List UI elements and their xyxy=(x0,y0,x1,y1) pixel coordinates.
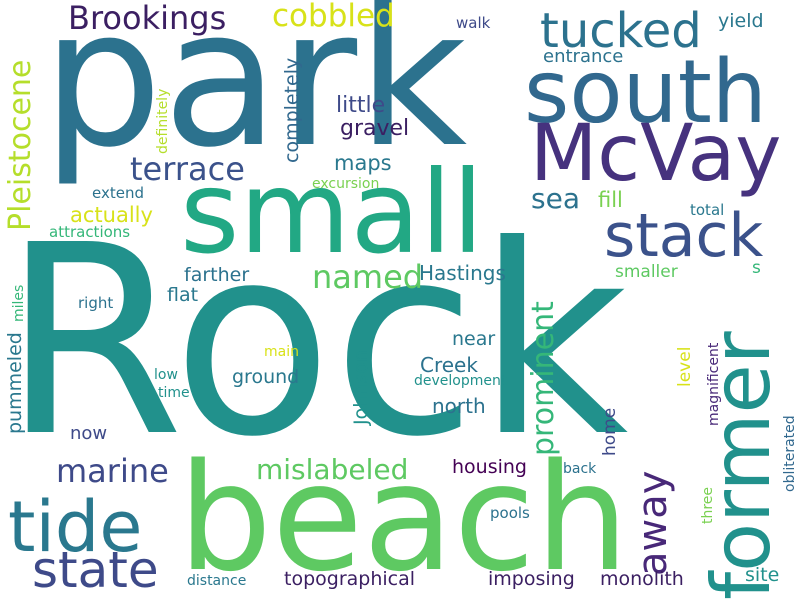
word-main: main xyxy=(264,344,299,360)
word-pleistocene: Pleistocene xyxy=(3,59,38,231)
word-prominent: prominent xyxy=(526,301,561,456)
word-three: three xyxy=(700,486,716,524)
word-completely: completely xyxy=(281,57,303,163)
word-farther: farther xyxy=(184,264,250,286)
word-definitely: definitely xyxy=(155,88,171,154)
word-imposing: imposing xyxy=(488,568,575,590)
word-monolith: monolith xyxy=(600,568,684,590)
word-named: named xyxy=(312,258,424,296)
word-tucked: tucked xyxy=(540,3,702,59)
word-excursion: excursion xyxy=(312,176,380,192)
word-smaller: smaller xyxy=(615,262,678,282)
word-back: back xyxy=(563,461,597,477)
word-fill: fill xyxy=(598,188,623,212)
word-cobbled: cobbled xyxy=(272,0,395,34)
word-rock: Rock xyxy=(2,189,629,494)
word-pools: pools xyxy=(490,504,530,522)
word-sea: sea xyxy=(531,182,580,215)
word-attractions: attractions xyxy=(49,223,131,241)
word-site: site xyxy=(745,564,780,586)
word-extend: extend xyxy=(92,184,144,202)
word-mcvay: McVay xyxy=(530,109,782,199)
word-low: low xyxy=(154,367,178,383)
word-little: little xyxy=(336,93,386,118)
word-creek: Creek xyxy=(420,353,478,377)
word-south: south xyxy=(524,41,767,143)
word-time: time xyxy=(158,385,190,401)
word-development: development xyxy=(414,373,507,389)
word-miles: miles xyxy=(11,284,27,322)
word-magnificent: magnificent xyxy=(706,342,722,426)
word-flat: flat xyxy=(167,284,199,306)
word-state: state xyxy=(32,541,159,599)
word-ground: ground xyxy=(232,366,300,388)
word-home: home xyxy=(600,407,620,456)
word-mislabeled: mislabeled xyxy=(256,453,409,486)
word-actually: actually xyxy=(70,203,153,227)
word-small: small xyxy=(180,146,484,279)
word-obliterated: obliterated xyxy=(782,415,798,492)
word-johnson: Johnson xyxy=(350,350,372,425)
word-distance: distance xyxy=(187,573,247,589)
word-entrance: entrance xyxy=(543,46,624,67)
word-housing: housing xyxy=(452,456,527,478)
word-north: north xyxy=(432,394,486,418)
word-gravel: gravel xyxy=(340,116,410,141)
word-s: s xyxy=(752,258,761,278)
word-topographical: topographical xyxy=(284,568,416,590)
word-tide: tide xyxy=(8,486,143,568)
word-terrace: terrace xyxy=(130,150,245,188)
word-maps: maps xyxy=(334,151,392,175)
word-right: right xyxy=(78,294,114,312)
word-stack: stack xyxy=(604,201,764,271)
word-hastings: Hastings xyxy=(419,261,506,285)
word-now: now xyxy=(70,423,108,444)
word-park: park xyxy=(42,0,468,189)
word-walk: walk xyxy=(456,14,491,32)
word-pummeled: pummeled xyxy=(4,332,26,434)
word-brookings: Brookings xyxy=(68,0,227,37)
word-total: total xyxy=(690,201,725,219)
word-away: away xyxy=(630,470,676,576)
word-beach: beach xyxy=(178,432,629,600)
word-yield: yield xyxy=(718,10,764,32)
word-level: level xyxy=(675,346,695,387)
word-marine: marine xyxy=(56,452,169,490)
word-near: near xyxy=(452,328,496,350)
